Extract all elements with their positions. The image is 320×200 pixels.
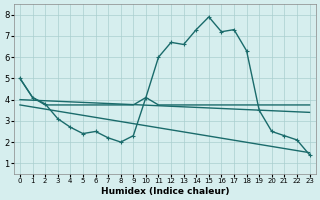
X-axis label: Humidex (Indice chaleur): Humidex (Indice chaleur) — [100, 187, 229, 196]
